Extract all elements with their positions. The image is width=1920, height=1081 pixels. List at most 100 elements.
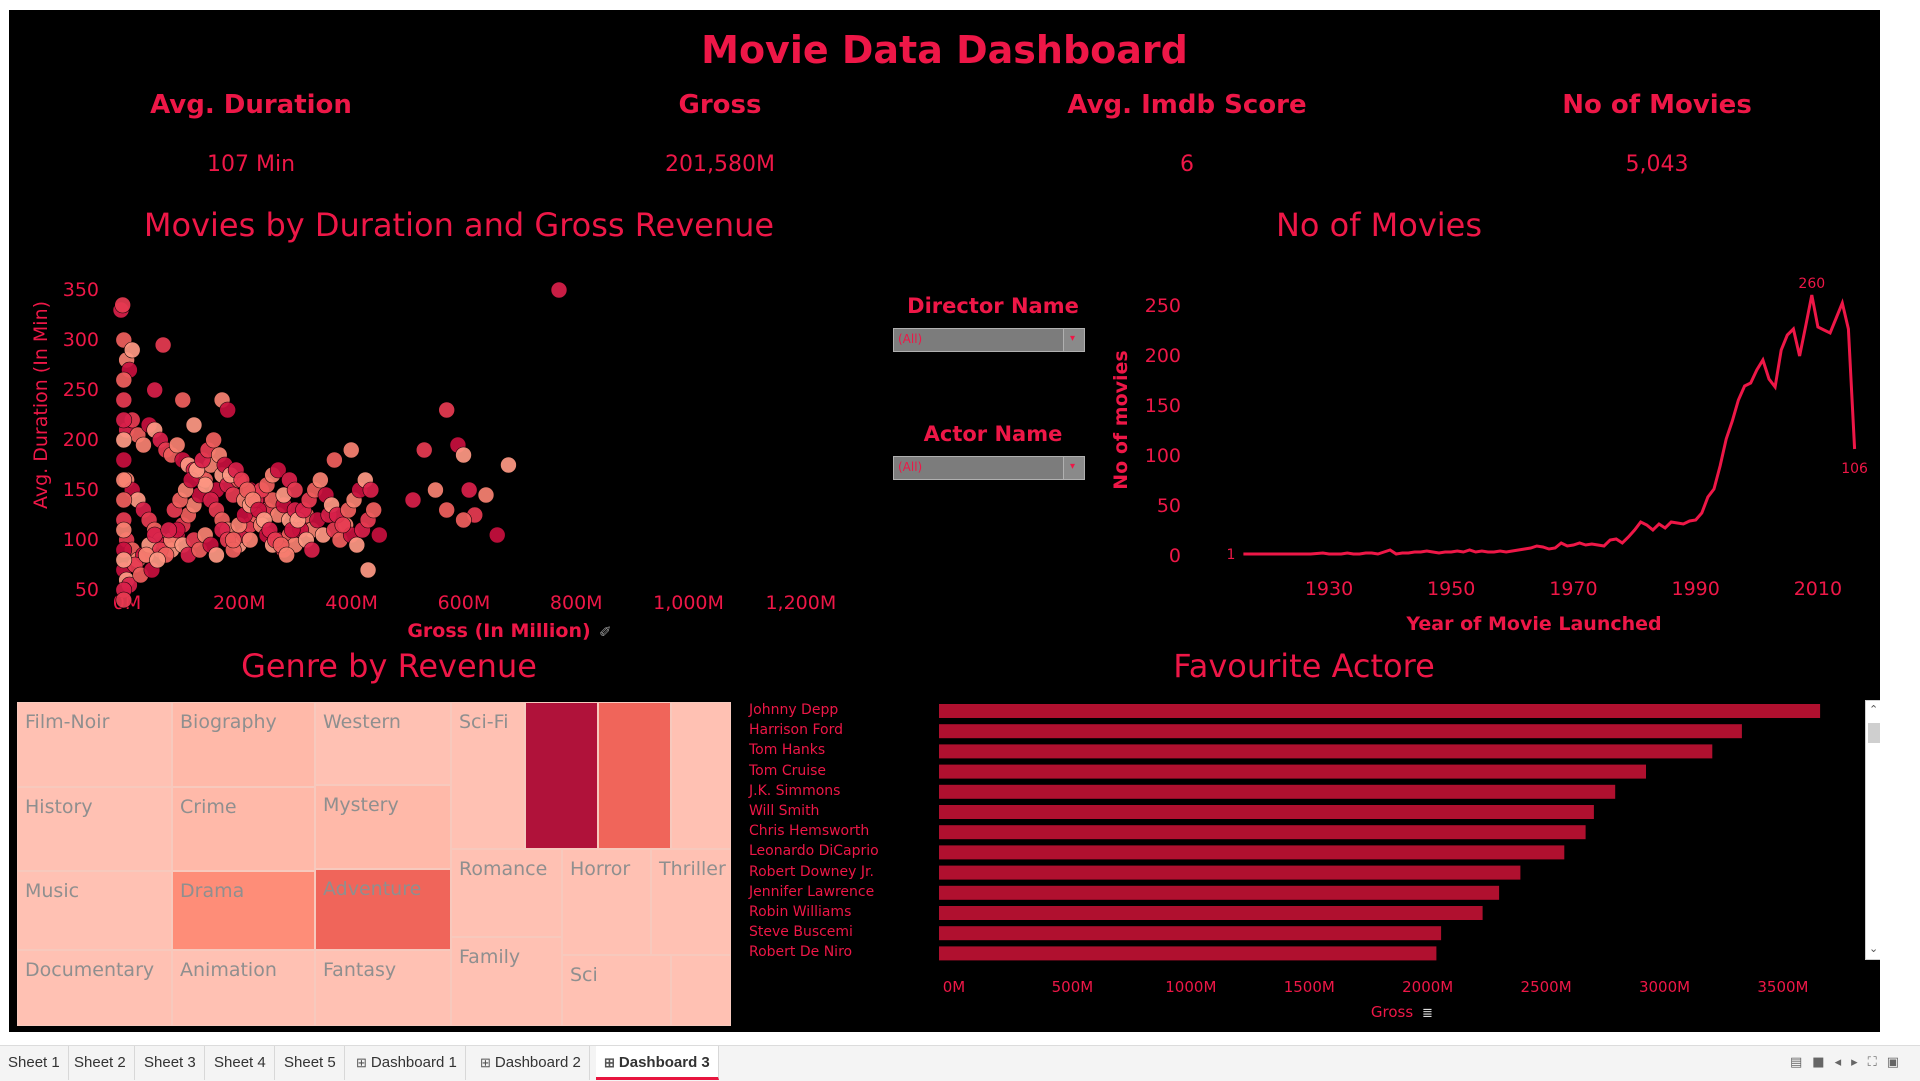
actor-bar[interactable] [939, 946, 1437, 961]
scatter-point[interactable] [460, 481, 478, 499]
scatter-point[interactable] [146, 526, 163, 544]
scatter-point[interactable] [115, 431, 133, 449]
treemap-cell[interactable]: Family [451, 937, 562, 1026]
tab-sheet-3[interactable]: Sheet 3 [136, 1046, 205, 1080]
scatter-point[interactable] [500, 456, 517, 474]
tab-dashboard-3[interactable]: ⊞ Dashboard 3 [596, 1046, 719, 1080]
scatter-point[interactable] [312, 471, 329, 489]
scatter-point[interactable] [196, 476, 214, 494]
scatter-point[interactable] [278, 546, 295, 564]
scatter-point[interactable] [241, 531, 259, 549]
scatter-point[interactable] [415, 441, 433, 459]
sort-icon[interactable]: ≣ [1422, 1006, 1433, 1021]
treemap-cell[interactable]: Documentary [17, 950, 172, 1026]
scatter-point[interactable] [342, 441, 360, 459]
scatter-point[interactable] [348, 536, 366, 554]
actor-bar[interactable] [939, 845, 1565, 860]
actor-bar[interactable] [939, 724, 1742, 739]
scrollbar-thumb[interactable] [1868, 723, 1880, 743]
tab-dashboard-1[interactable]: ⊞ Dashboard 1 [348, 1046, 466, 1080]
tab-sheet-1[interactable]: Sheet 1 [0, 1046, 69, 1080]
scatter-point[interactable] [205, 431, 222, 449]
treemap-cell[interactable]: Biography [172, 702, 315, 787]
scatter-point[interactable] [269, 461, 287, 479]
scatter-point[interactable] [115, 391, 133, 409]
tab-sheet-4[interactable]: Sheet 4 [206, 1046, 275, 1080]
actor-bar[interactable] [939, 764, 1646, 779]
scatter-point[interactable] [427, 481, 444, 499]
scroll-down-icon[interactable]: ⌄ [1869, 942, 1879, 955]
treemap-cell[interactable]: Fantasy [315, 950, 451, 1026]
scatter-point[interactable] [115, 451, 133, 469]
director-filter-dropdown[interactable]: (All) ▾ [893, 328, 1085, 352]
scatter-point[interactable] [149, 551, 166, 569]
treemap-cell[interactable]: Sci [562, 955, 671, 1026]
actor-bar[interactable] [939, 784, 1616, 799]
scatter-point[interactable] [455, 446, 472, 464]
scatter-point[interactable] [115, 411, 133, 429]
scatter-point[interactable] [114, 296, 131, 314]
actor-bar[interactable] [939, 865, 1521, 880]
tab-sheet-5[interactable]: Sheet 5 [276, 1046, 345, 1080]
scatter-point[interactable] [550, 281, 568, 299]
grid-view-icon[interactable]: ▤ [1790, 1055, 1813, 1070]
scatter-point[interactable] [477, 486, 495, 504]
scatter-point[interactable] [455, 511, 472, 529]
actor-bar[interactable] [939, 885, 1500, 900]
scatter-point[interactable] [208, 546, 225, 564]
actor-filter-dropdown[interactable]: (All) ▾ [893, 456, 1085, 480]
scatter-point[interactable] [115, 371, 133, 389]
scatter-point[interactable] [168, 436, 186, 454]
scatter-point[interactable] [115, 551, 133, 569]
scatter-point[interactable] [362, 481, 380, 499]
treemap-cell[interactable]: Drama [172, 871, 315, 950]
treemap-cell[interactable]: Adventure [315, 869, 451, 950]
actor-bar[interactable] [939, 825, 1586, 840]
scatter-point[interactable] [115, 521, 133, 539]
scatter-point[interactable] [359, 561, 377, 579]
treemap-cell[interactable] [671, 702, 731, 849]
scatter-point[interactable] [488, 526, 506, 544]
fullscreen-icon[interactable]: ⛶ [1867, 1055, 1887, 1070]
scatter-point[interactable] [115, 591, 133, 609]
scatter-point[interactable] [154, 336, 172, 354]
actor-bar[interactable] [939, 704, 1821, 718]
scatter-point[interactable] [185, 416, 203, 434]
treemap-cell[interactable]: Thriller [651, 849, 731, 955]
tab-sheet-2[interactable]: Sheet 2 [66, 1046, 135, 1080]
scatter-point[interactable] [135, 436, 152, 454]
treemap-cell[interactable]: Crime [172, 787, 315, 871]
treemap-cell[interactable]: Sci-Fi [451, 702, 525, 849]
next-tab-icon[interactable]: ▸ [1851, 1055, 1868, 1070]
scroll-up-icon[interactable]: ⌃ [1869, 703, 1879, 716]
scatter-point[interactable] [146, 381, 163, 399]
actor-bar[interactable] [939, 926, 1442, 941]
chevron-down-icon[interactable]: ▾ [1063, 457, 1084, 479]
scatter-point[interactable] [371, 526, 388, 544]
chevron-down-icon[interactable]: ▾ [1063, 329, 1084, 351]
scatter-point[interactable] [404, 491, 422, 509]
treemap-cell[interactable]: Mystery [315, 785, 451, 869]
tab-dashboard-2[interactable]: ⊞ Dashboard 2 [472, 1046, 590, 1080]
scatter-point[interactable] [123, 341, 141, 359]
treemap-cell[interactable]: Romance [451, 849, 562, 937]
treemap-cell[interactable] [525, 702, 598, 849]
scatter-point[interactable] [115, 471, 133, 489]
scatter-point[interactable] [438, 501, 455, 519]
scatter-point[interactable] [365, 501, 382, 519]
actor-bar[interactable] [939, 805, 1594, 819]
treemap-cell[interactable] [598, 702, 671, 849]
list-view-icon[interactable]: ■ [1812, 1055, 1835, 1070]
treemap-cell[interactable]: Horror [562, 849, 651, 955]
actor-bar[interactable] [939, 744, 1713, 759]
treemap-cell[interactable]: Western [315, 702, 451, 785]
scatter-point[interactable] [286, 481, 304, 499]
treemap-cell[interactable]: Music [17, 871, 172, 950]
scatter-point[interactable] [438, 401, 455, 419]
treemap-cell[interactable]: History [17, 787, 172, 871]
treemap-cell[interactable]: Animation [172, 950, 315, 1026]
scatter-point[interactable] [303, 541, 321, 559]
scatter-point[interactable] [115, 491, 133, 509]
actor-list-scrollbar[interactable]: ⌃ ⌄ [1865, 700, 1880, 960]
treemap-cell[interactable]: Film-Noir [17, 702, 172, 787]
